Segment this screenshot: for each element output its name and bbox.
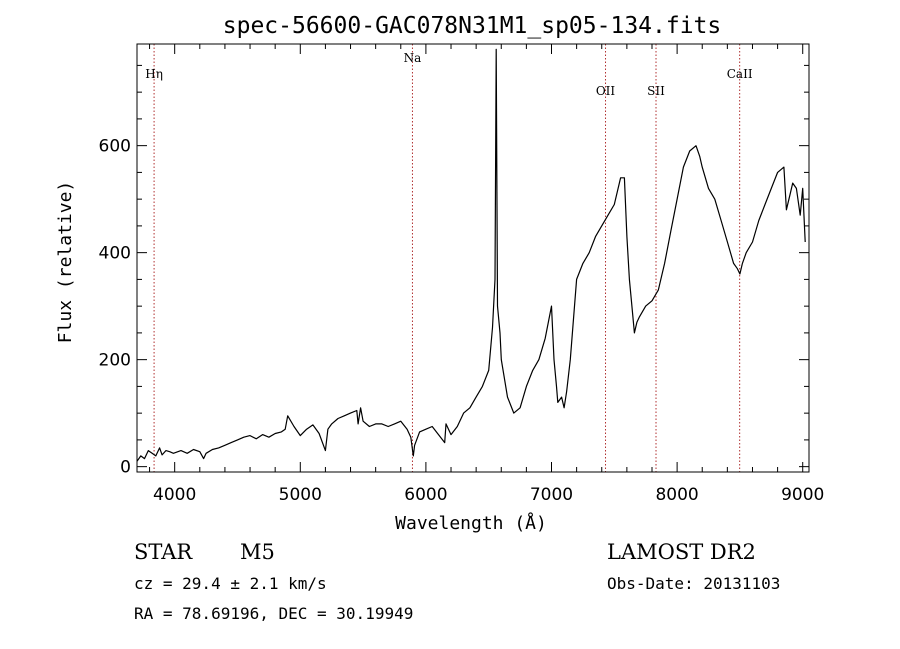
- marker-label: SII: [647, 84, 665, 98]
- x-tick-label: 7000: [530, 485, 573, 505]
- y-tick-label: 400: [99, 244, 131, 264]
- marker-label: Na: [404, 51, 422, 65]
- x-tick-label: 6000: [404, 485, 447, 505]
- observation-date: Obs-Date: 20131103: [607, 574, 780, 593]
- chart-title: spec-56600-GAC078N31M1_sp05-134.fits: [223, 13, 722, 39]
- y-tick-label: 200: [99, 351, 131, 371]
- marker-label: OII: [596, 84, 616, 98]
- x-tick-label: 5000: [279, 485, 322, 505]
- y-tick-label: 600: [99, 137, 131, 157]
- object-subclass: M5: [240, 540, 275, 564]
- y-axis: 0 200 400 600: [99, 64, 809, 478]
- x-tick-label: 9000: [781, 485, 824, 505]
- y-axis-label: Flux (relative): [55, 181, 76, 344]
- x-tick-label: 4000: [153, 485, 196, 505]
- object-class: STAR: [134, 540, 193, 564]
- x-axis: 4000 5000 6000 7000 8000 9000: [149, 44, 824, 505]
- x-axis-label: Wavelength (Å): [395, 512, 547, 534]
- survey-name: LAMOST DR2: [607, 540, 756, 564]
- spectrum-series: [136, 48, 806, 462]
- spectrum-line: [136, 48, 806, 462]
- marker-label: CaII: [727, 67, 753, 81]
- x-tick-label: 8000: [655, 485, 698, 505]
- plot-frame: [136, 43, 810, 473]
- redshift-value: cz = 29.4 ± 2.1 km/s: [134, 574, 327, 593]
- spectral-line-markers: Hη Na OII SII CaII: [145, 44, 753, 472]
- y-tick-label: 0: [120, 458, 131, 478]
- marker-label: Hη: [145, 67, 163, 81]
- coordinates: RA = 78.69196, DEC = 30.19949: [134, 604, 413, 623]
